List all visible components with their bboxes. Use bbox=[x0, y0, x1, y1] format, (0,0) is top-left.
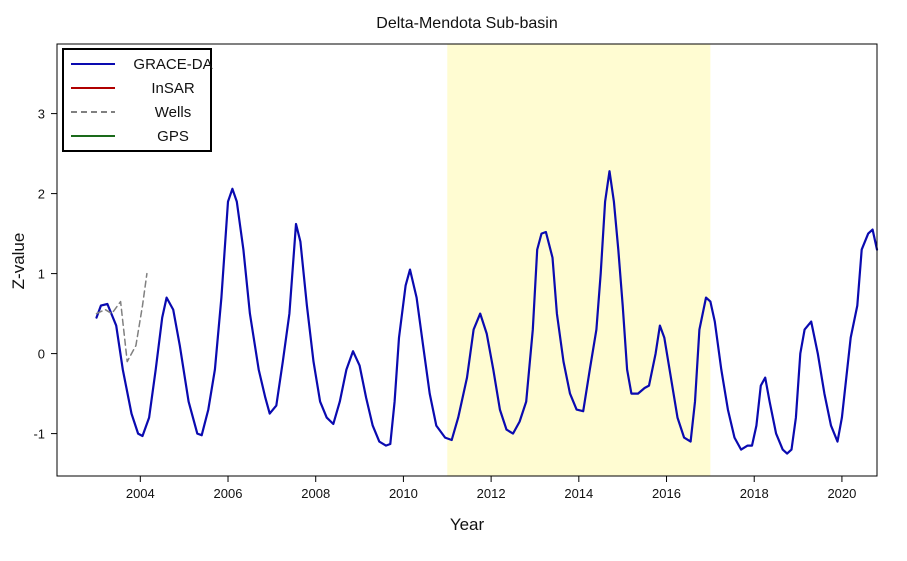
x-tick-label: 2020 bbox=[827, 486, 856, 501]
chart-title: Delta-Mendota Sub-basin bbox=[376, 15, 557, 32]
y-tick-label: 1 bbox=[38, 267, 45, 282]
series-layer bbox=[95, 170, 879, 455]
x-tick-label: 2016 bbox=[652, 486, 681, 501]
highlight-rect bbox=[447, 44, 711, 476]
x-axis-label: Year bbox=[450, 515, 485, 534]
x-tick-label: 2012 bbox=[477, 486, 506, 501]
y-axis-label: Z-value bbox=[9, 233, 28, 290]
x-tick-label: 2014 bbox=[564, 486, 593, 501]
x-tick-label: 2008 bbox=[301, 486, 330, 501]
x-tick-label: 2010 bbox=[389, 486, 418, 501]
legend-box bbox=[62, 48, 212, 152]
x-tick-label: 2018 bbox=[740, 486, 769, 501]
plot-frame bbox=[56, 43, 878, 477]
y-tick-label: -1 bbox=[33, 427, 45, 442]
legend-label: Wells bbox=[155, 104, 191, 121]
legend: GRACE-DA InSAR Wells GPS bbox=[62, 48, 213, 152]
series-line-0 bbox=[95, 170, 879, 455]
series-line-1 bbox=[95, 272, 148, 363]
highlight-span bbox=[447, 44, 711, 476]
legend-label: InSAR bbox=[151, 80, 195, 97]
y-tick-label: 0 bbox=[38, 347, 45, 362]
legend-label: GRACE-DA bbox=[133, 56, 212, 73]
y-tick-label: 3 bbox=[38, 107, 45, 122]
y-tick-label: 2 bbox=[38, 187, 45, 202]
x-axis: 2004 2006 2008 2010 2012 2014 2016 2018 2020 bbox=[126, 476, 856, 501]
y-axis: -1 0 1 2 3 bbox=[33, 107, 57, 442]
x-tick-label: 2004 bbox=[126, 486, 155, 501]
legend-label: GPS bbox=[157, 128, 189, 145]
x-tick-label: 2006 bbox=[214, 486, 243, 501]
